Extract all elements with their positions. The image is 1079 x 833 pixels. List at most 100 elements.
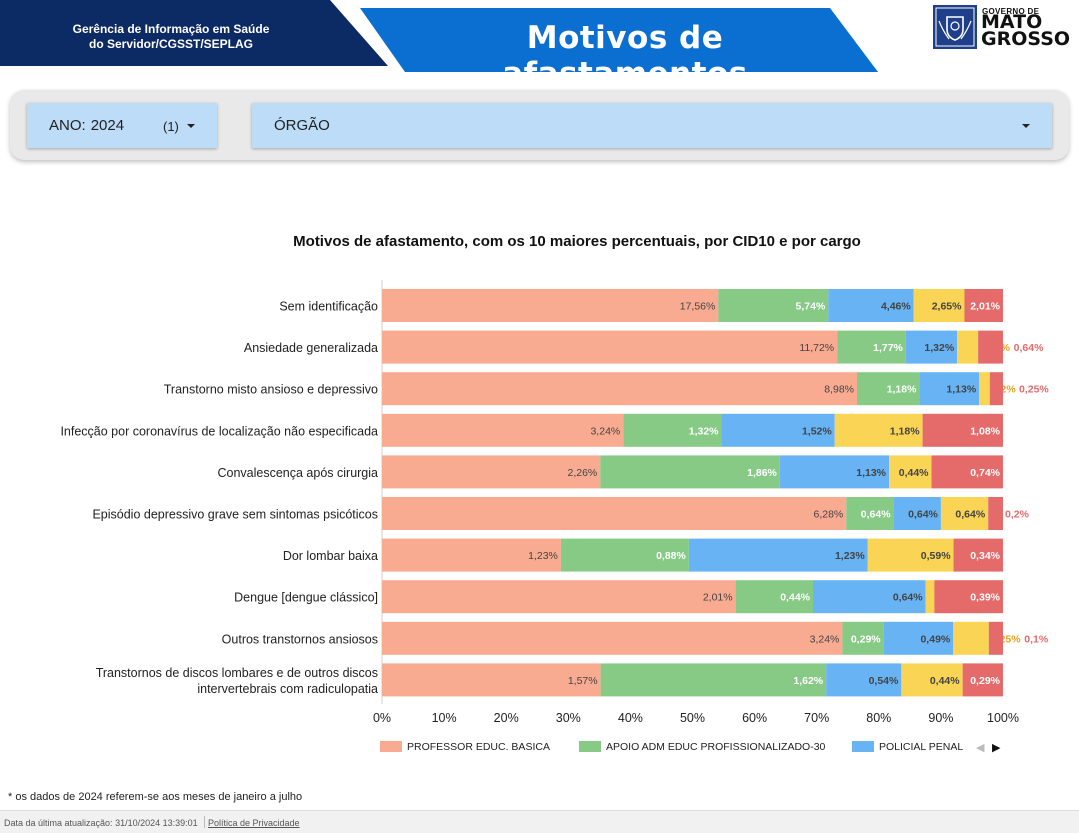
ano-filter-count: (1) <box>163 119 179 134</box>
bar-segment <box>688 538 868 572</box>
bar-segment <box>964 289 1003 322</box>
data-label: 0,44% <box>930 675 960 687</box>
legend-swatch <box>852 741 874 752</box>
y-tick-label: Transtornos de discos lombares e de outr… <box>96 666 378 680</box>
bar-segment <box>735 580 814 614</box>
data-label: 0,1% <box>1024 633 1049 645</box>
bar-segment <box>957 330 979 364</box>
y-tick-label: Dengue [dengue clássico] <box>234 591 378 605</box>
y-tick-label: Transtorno misto ansioso e depressivo <box>164 383 378 397</box>
x-tick-label: 100% <box>987 711 1019 725</box>
data-label: 3,24% <box>590 425 620 437</box>
header-dark-band <box>0 0 388 66</box>
legend-label: POLICIAL PENAL <box>879 741 963 753</box>
orgao-filter-label: ÓRGÃO <box>274 117 330 134</box>
bar-segment <box>905 330 958 364</box>
orgao-filter-dropdown[interactable]: ÓRGÃO <box>252 103 1052 148</box>
data-label: 0,88% <box>656 550 686 562</box>
footer-separator <box>204 816 205 828</box>
bar-segment <box>721 413 835 447</box>
data-label: 0,64% <box>1014 342 1044 354</box>
bar-segment <box>953 621 989 655</box>
bar-segment <box>382 663 601 697</box>
data-label: 2,01% <box>970 301 1000 313</box>
ano-filter-label: ANO: <box>49 117 86 134</box>
privacy-policy-link[interactable]: Política de Privacidade <box>208 818 300 828</box>
bar-segment <box>826 663 902 697</box>
bar-segment <box>382 289 719 322</box>
y-tick-label: Infecção por coronavírus de localização … <box>60 424 378 438</box>
data-label: 0,54% <box>869 675 899 687</box>
bar-segment <box>962 663 1003 697</box>
logo-gov-text: GOVERNO DE <box>982 7 1040 16</box>
bar-segment <box>883 621 954 655</box>
bar-segment <box>600 455 780 489</box>
data-label: 2,65% <box>932 301 962 313</box>
y-tick-label: Ansiedade generalizada <box>244 341 378 355</box>
data-label: 1,18% <box>890 425 920 437</box>
bar-segment <box>940 497 989 530</box>
x-tick-label: 10% <box>432 711 457 725</box>
footer-bar: Data da última atualização: 31/10/2024 1… <box>0 810 1079 833</box>
bar-segment <box>382 330 838 364</box>
legend-label: PROFESSOR EDUC. BASICA <box>407 741 550 753</box>
y-tick-label: intervertebrais com radiculopatia <box>197 682 378 696</box>
data-label: 2,26% <box>567 467 597 479</box>
data-label: 0,64% <box>955 509 985 521</box>
data-label: 0,74% <box>970 467 1000 479</box>
header-organization: Gerência de Informação em Saúde do Servi… <box>40 22 302 52</box>
data-label: 1,86% <box>747 467 777 479</box>
x-tick-label: 50% <box>680 711 705 725</box>
logo-mato-text: MATO <box>981 11 1043 33</box>
x-tick-label: 20% <box>494 711 519 725</box>
data-label: 1,13% <box>856 467 886 479</box>
chart-title: Motivos de afastamento, com os 10 maiore… <box>293 233 861 250</box>
data-label: 1,57% <box>568 675 598 687</box>
data-label: 1,13% <box>946 384 976 396</box>
bar-segment <box>834 413 923 447</box>
data-label: 0,39% <box>970 592 1000 604</box>
bar-segment <box>382 413 624 447</box>
ano-filter-dropdown[interactable]: ANO: 2024 (1) <box>27 103 217 148</box>
data-label: 0,49% <box>920 633 950 645</box>
bar-segment <box>931 455 1003 489</box>
bar-segment <box>857 372 920 406</box>
stacked-bar-chart: Sem identificação 17,56% 5,74% 4,46% 2,65% 2,… <box>60 280 1049 754</box>
legend-swatch <box>380 741 402 752</box>
bar-segment <box>837 330 906 364</box>
ano-filter-value: 2024 <box>90 117 125 134</box>
data-label: 17,56% <box>680 301 716 313</box>
y-tick-label: Outros transtornos ansiosos <box>222 632 378 646</box>
bar-segment <box>382 372 858 406</box>
logo-grosso-text: GROSSO <box>981 28 1071 50</box>
bar-segment <box>828 289 914 322</box>
bar-segment <box>600 663 827 697</box>
bar-segment <box>560 538 689 572</box>
caret-down-icon <box>187 124 195 128</box>
bar-segment <box>382 580 736 614</box>
x-tick-label: 30% <box>556 711 581 725</box>
bar-segment <box>934 580 1003 614</box>
legend-prev-icon[interactable]: ◀ <box>976 742 985 754</box>
x-tick-label: 60% <box>742 711 767 725</box>
bar-segment <box>867 538 954 572</box>
data-label: 0,59% <box>921 550 951 562</box>
legend-next-icon[interactable]: ▶ <box>992 742 1001 754</box>
y-tick-label: Sem identificação <box>279 300 378 314</box>
data-label: 1,77% <box>873 342 903 354</box>
bar-segment <box>889 455 932 489</box>
y-tick-label: Convalescença após cirurgia <box>217 466 378 480</box>
data-label: 6,28% <box>813 509 843 521</box>
bar-segment <box>382 455 601 489</box>
header-band <box>0 0 878 72</box>
bar-segment <box>623 413 722 447</box>
data-label: 4,46% <box>881 301 911 313</box>
data-label: 2,01% <box>703 592 733 604</box>
bar-segment <box>953 538 1003 572</box>
data-label: 0,29% <box>851 633 881 645</box>
footnote: * os dados de 2024 referem-se aos meses … <box>8 791 303 803</box>
data-label: 0,2% <box>1005 509 1030 521</box>
x-tick-label: 80% <box>866 711 891 725</box>
y-tick-label: Dor lombar baixa <box>283 549 378 563</box>
page-title: Motivos de afastamentos <box>502 20 748 92</box>
